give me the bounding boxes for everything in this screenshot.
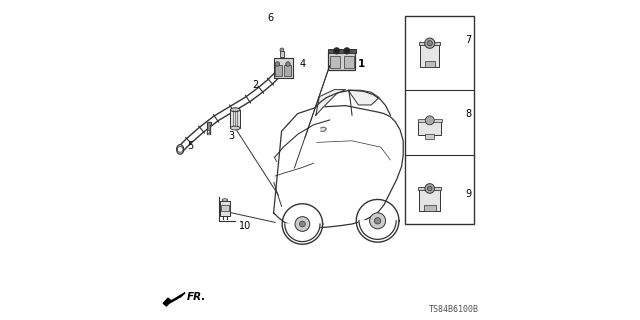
Polygon shape xyxy=(274,106,403,228)
Bar xyxy=(420,43,440,67)
Circle shape xyxy=(344,48,350,54)
Text: 3: 3 xyxy=(229,131,235,141)
Text: 8: 8 xyxy=(466,108,472,119)
Ellipse shape xyxy=(230,126,240,130)
Circle shape xyxy=(285,62,291,66)
Bar xyxy=(419,120,442,135)
Circle shape xyxy=(425,184,435,193)
Bar xyxy=(419,188,440,211)
Circle shape xyxy=(425,38,435,48)
Bar xyxy=(280,51,284,57)
Bar xyxy=(425,61,435,67)
Circle shape xyxy=(280,48,284,52)
Bar xyxy=(230,110,240,128)
Circle shape xyxy=(428,41,433,46)
Bar xyxy=(221,205,229,211)
Polygon shape xyxy=(321,127,326,131)
Bar xyxy=(344,56,354,68)
Ellipse shape xyxy=(222,199,228,201)
Polygon shape xyxy=(359,221,396,239)
Polygon shape xyxy=(163,293,185,306)
Text: FR.: FR. xyxy=(187,292,206,302)
Circle shape xyxy=(370,213,385,229)
Bar xyxy=(424,205,435,211)
Bar xyxy=(220,201,230,216)
Bar xyxy=(328,49,356,53)
Circle shape xyxy=(425,116,435,125)
Ellipse shape xyxy=(230,108,240,112)
Text: 5: 5 xyxy=(188,140,193,151)
Bar xyxy=(330,56,340,68)
Ellipse shape xyxy=(177,145,184,154)
Circle shape xyxy=(428,186,432,191)
Text: 7: 7 xyxy=(466,35,472,45)
Bar xyxy=(284,65,291,76)
Circle shape xyxy=(374,218,381,224)
Polygon shape xyxy=(348,90,380,105)
Polygon shape xyxy=(316,90,346,115)
Bar xyxy=(274,58,293,78)
Text: 9: 9 xyxy=(466,188,472,199)
Circle shape xyxy=(295,217,310,231)
Polygon shape xyxy=(285,224,320,242)
Bar xyxy=(405,16,474,224)
Polygon shape xyxy=(207,122,211,134)
Circle shape xyxy=(333,48,340,54)
Bar xyxy=(425,134,435,139)
Text: 10: 10 xyxy=(239,220,252,231)
Text: 2: 2 xyxy=(252,80,259,90)
Circle shape xyxy=(177,147,183,152)
Bar xyxy=(419,187,442,190)
Circle shape xyxy=(275,62,280,66)
Text: 6: 6 xyxy=(268,12,273,23)
Bar xyxy=(275,65,282,76)
Bar xyxy=(328,51,355,70)
Circle shape xyxy=(207,131,210,133)
Bar xyxy=(417,119,442,122)
Bar xyxy=(419,42,440,45)
Text: 1: 1 xyxy=(358,59,365,69)
Text: TS84B6100B: TS84B6100B xyxy=(428,305,479,314)
Text: 4: 4 xyxy=(300,59,305,69)
Circle shape xyxy=(300,221,305,227)
